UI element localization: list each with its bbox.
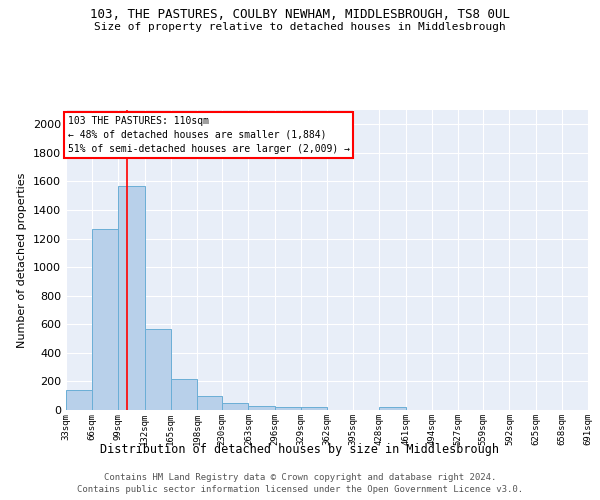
Bar xyxy=(92,230,118,410)
Text: 103 THE PASTURES: 110sqm
← 48% of detached houses are smaller (1,884)
51% of sem: 103 THE PASTURES: 110sqm ← 48% of detach… xyxy=(68,116,350,154)
Text: Distribution of detached houses by size in Middlesbrough: Distribution of detached houses by size … xyxy=(101,442,499,456)
Y-axis label: Number of detached properties: Number of detached properties xyxy=(17,172,28,348)
Bar xyxy=(118,186,145,410)
Bar xyxy=(222,403,248,410)
Bar xyxy=(248,406,275,410)
Bar xyxy=(145,328,171,410)
Bar xyxy=(275,407,301,410)
Bar xyxy=(66,390,92,410)
Bar xyxy=(379,407,406,410)
Text: Contains HM Land Registry data © Crown copyright and database right 2024.: Contains HM Land Registry data © Crown c… xyxy=(104,472,496,482)
Text: 103, THE PASTURES, COULBY NEWHAM, MIDDLESBROUGH, TS8 0UL: 103, THE PASTURES, COULBY NEWHAM, MIDDLE… xyxy=(90,8,510,20)
Text: Size of property relative to detached houses in Middlesbrough: Size of property relative to detached ho… xyxy=(94,22,506,32)
Bar xyxy=(171,380,197,410)
Text: Contains public sector information licensed under the Open Government Licence v3: Contains public sector information licen… xyxy=(77,485,523,494)
Bar xyxy=(301,407,327,410)
Bar xyxy=(197,396,222,410)
